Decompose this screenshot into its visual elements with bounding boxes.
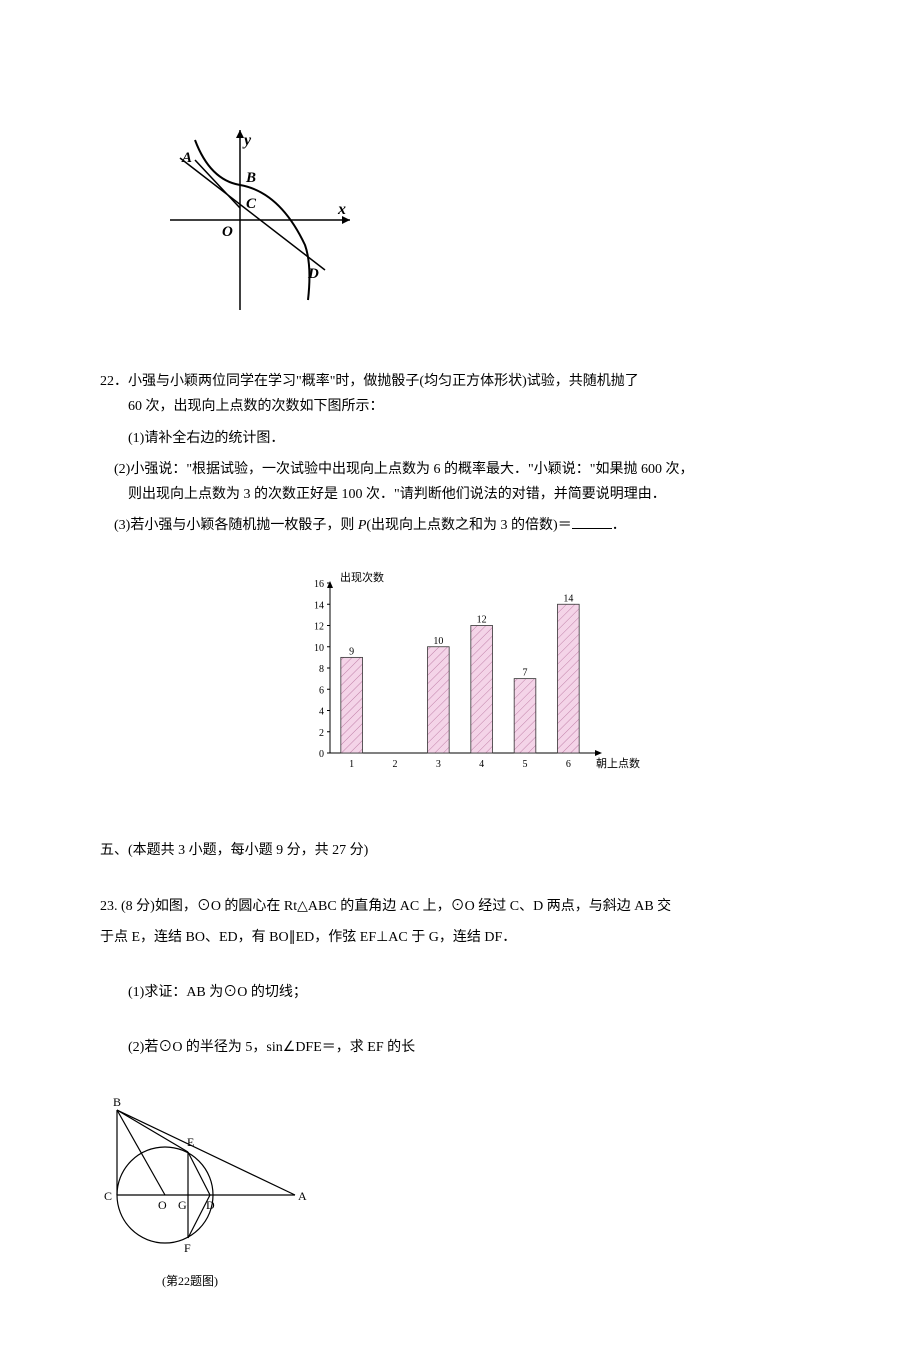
- svg-text:10: 10: [314, 643, 324, 654]
- svg-text:14: 14: [563, 594, 573, 605]
- q22-sub1: (1)请补全右边的统计图．: [128, 426, 820, 451]
- parabola-svg: y x A B C O D: [160, 120, 360, 320]
- label-F: F: [184, 1241, 191, 1255]
- svg-text:10: 10: [433, 636, 443, 647]
- svg-text:0: 0: [319, 749, 324, 760]
- label-E: E: [187, 1135, 194, 1149]
- q23-number: 23.: [100, 899, 118, 914]
- question-22: 22．小强与小颖两位同学在学习"概率"时，做抛骰子(均匀正方体形状)试验，共随机…: [100, 369, 820, 538]
- label-D: D: [206, 1198, 215, 1212]
- circle-figure: B C A O E D G F (第22题图): [70, 1090, 820, 1293]
- svg-text:朝上点数: 朝上点数: [596, 757, 640, 770]
- question-23: 23. (8 分)如图，⊙O 的圆心在 Rt△ABC 的直角边 AC 上，⊙O …: [100, 894, 820, 1061]
- svg-text:6: 6: [319, 686, 324, 697]
- svg-text:9: 9: [349, 647, 354, 658]
- q23-line2: 于点 E，连结 BO、ED，有 BO∥ED，作弦 EF⊥AC 于 G，连结 DF…: [100, 925, 820, 950]
- svg-text:12: 12: [477, 615, 487, 626]
- point-O-label: O: [222, 224, 233, 240]
- svg-text:12: 12: [314, 622, 324, 633]
- svg-text:5: 5: [523, 759, 528, 770]
- bar-chart: 出现次数朝上点数024681012141691210312475146: [280, 568, 640, 788]
- svg-text:14: 14: [314, 601, 324, 612]
- svg-text:1: 1: [349, 759, 354, 770]
- section-5-title: 五、(本题共 3 小题，每小题 9 分，共 27 分): [100, 838, 820, 863]
- point-B-label: B: [245, 170, 256, 186]
- svg-text:出现次数: 出现次数: [340, 570, 384, 584]
- q22-sub2-line1: (2)小强说："根据试验，一次试验中出现向上点数为 6 的概率最大．"小颖说："…: [114, 457, 820, 482]
- q22-main-line2: 60 次，出现向上点数的次数如下图所示：: [128, 394, 820, 419]
- svg-text:4: 4: [319, 707, 324, 718]
- label-C: C: [104, 1189, 112, 1203]
- q22-main: 22．小强与小颖两位同学在学习"概率"时，做抛骰子(均匀正方体形状)试验，共随机…: [100, 369, 820, 394]
- q22-sub3-mid: (出现向上点数之和为 3 的倍数)＝: [366, 518, 571, 533]
- svg-text:7: 7: [523, 668, 528, 679]
- q22-main-line1: 小强与小颖两位同学在学习"概率"时，做抛骰子(均匀正方体形状)试验，共随机抛了: [128, 374, 639, 389]
- q22-sub3-pre: (3)若小强与小颖各随机抛一枚骰子，则: [114, 518, 358, 533]
- axis-x-label: x: [337, 201, 346, 218]
- q22-number: 22．: [100, 374, 128, 389]
- q22-blank: [572, 515, 612, 529]
- q22-sub3: (3)若小强与小颖各随机抛一枚骰子，则 P(出现向上点数之和为 3 的倍数)＝．: [114, 513, 820, 538]
- label-G: G: [178, 1198, 187, 1212]
- point-D-label: D: [307, 266, 319, 282]
- q22-sub3-post: ．: [612, 518, 626, 533]
- svg-text:8: 8: [319, 664, 324, 675]
- svg-text:4: 4: [479, 759, 484, 770]
- parabola-figure: y x A B C O D: [160, 120, 820, 329]
- circle-figure-caption: (第22题图): [90, 1271, 290, 1293]
- circle-svg: B C A O E D G F: [70, 1090, 320, 1260]
- svg-text:16: 16: [314, 579, 324, 590]
- q23-line1: 23. (8 分)如图，⊙O 的圆心在 Rt△ABC 的直角边 AC 上，⊙O …: [100, 894, 820, 919]
- q23-sub1: (1)求证：AB 为⊙O 的切线；: [128, 980, 820, 1005]
- label-B: B: [113, 1095, 121, 1109]
- svg-text:3: 3: [436, 759, 441, 770]
- svg-text:2: 2: [319, 728, 324, 739]
- label-O: O: [158, 1198, 167, 1212]
- q22-sub2-line2: 则出现向上点数为 3 的次数正好是 100 次．"请判断他们说法的对错，并简要说…: [128, 482, 820, 507]
- q23-sub2: (2)若⊙O 的半径为 5，sin∠DFE＝，求 EF 的长: [128, 1035, 820, 1060]
- q23-text-line1: (8 分)如图，⊙O 的圆心在 Rt△ABC 的直角边 AC 上，⊙O 经过 C…: [121, 899, 671, 914]
- svg-text:6: 6: [566, 759, 571, 770]
- axis-y-label: y: [242, 132, 252, 149]
- point-A-label: A: [181, 150, 192, 166]
- label-A: A: [298, 1189, 307, 1203]
- point-C-label: C: [246, 196, 257, 212]
- svg-text:2: 2: [393, 759, 398, 770]
